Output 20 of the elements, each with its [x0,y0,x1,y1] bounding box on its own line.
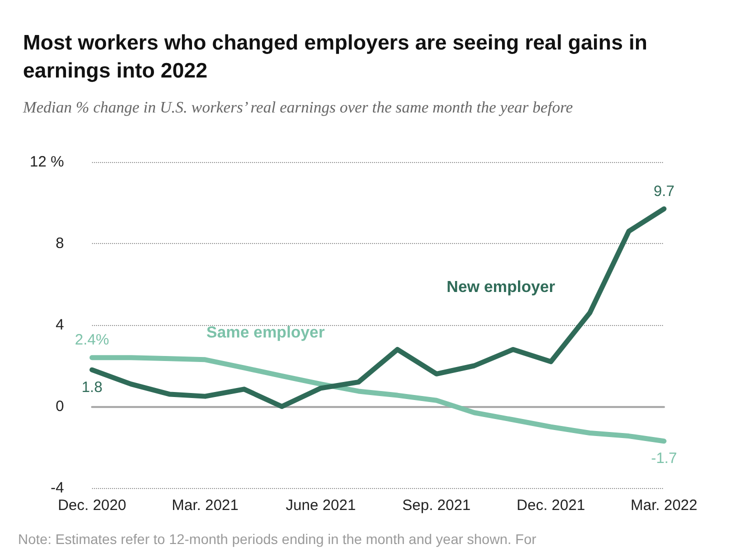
chart-subtitle: Median % change in U.S. workers’ real earnings over the same month the year before [22,100,573,116]
x-tick-label: Mar. 2022 [630,497,698,514]
y-tick-label: 8 [56,235,64,252]
data-label: 9.7 [654,182,674,200]
data-label: 1.8 [82,378,102,396]
x-tick-label: Dec. 2020 [58,497,126,514]
x-tick-label: Dec. 2021 [516,497,586,514]
y-tick-label: 12 % [30,154,64,170]
y-tick-label: 4 [56,316,64,334]
x-tick-label: Mar. 2021 [172,497,238,514]
text: Note: Estimates refer to 12-month periods ending in the month and year shown. For [18,531,537,547]
data-label: -1.7 [651,450,677,468]
y-tick-label: 0 [56,398,64,415]
series-label: Same employer [206,324,325,342]
chart-title: Most workers who changed employers are seeing real gains in earnings into 2022 [23,32,654,82]
y-tick-label: -4 [50,480,64,496]
x-tick-label: Sep. 2021 [402,497,471,514]
data-label: 2.4% [74,332,110,349]
text: New employer [446,278,556,296]
x-tick-label: June 2021 [286,497,356,514]
